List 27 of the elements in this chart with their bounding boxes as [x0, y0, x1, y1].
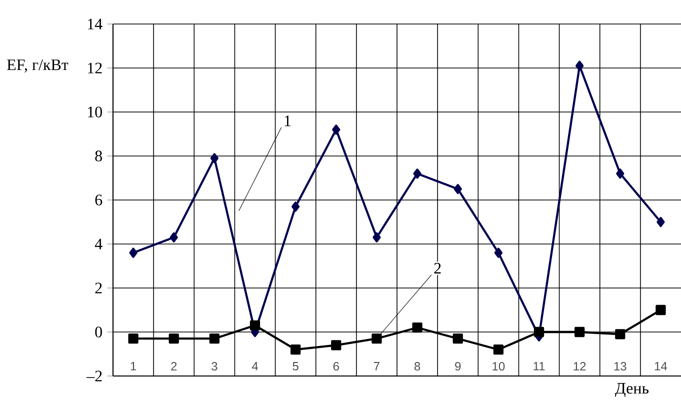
y-tick-label: 8	[95, 150, 102, 162]
y-tick-label: 12	[88, 62, 102, 74]
x-tick-label: 11	[534, 362, 545, 370]
x-tick-label: 12	[574, 362, 586, 370]
y-tick-label: 2	[95, 282, 102, 294]
y-axis-title: EF, г/кВт	[7, 60, 68, 73]
x-tick-label: 10	[492, 362, 505, 371]
y-tick-label: –2	[86, 370, 102, 382]
x-tick-label: 13	[614, 362, 626, 371]
x-tick-label: 1	[130, 362, 136, 370]
x-tick-label: 7	[374, 362, 380, 370]
x-tick-label: 4	[252, 362, 258, 370]
y-tick-label: 10	[88, 106, 102, 118]
y-tick-label: 4	[94, 238, 102, 250]
x-tick-label: 9	[455, 362, 461, 371]
annotation: 1	[284, 116, 291, 126]
x-tick-label: 3	[212, 362, 218, 371]
x-tick-label: 8	[414, 362, 420, 371]
annotation: 2	[434, 262, 441, 274]
y-tick-label: 14	[88, 18, 102, 30]
x-tick-label: 6	[333, 362, 339, 371]
x-tick-label: 2	[171, 362, 177, 370]
x-tick-label: 5	[292, 362, 298, 370]
x-axis-title: День	[615, 383, 649, 397]
x-tick-label: 14	[654, 362, 668, 370]
y-tick-label: 0	[95, 326, 102, 338]
y-tick-label: 6	[95, 194, 102, 206]
